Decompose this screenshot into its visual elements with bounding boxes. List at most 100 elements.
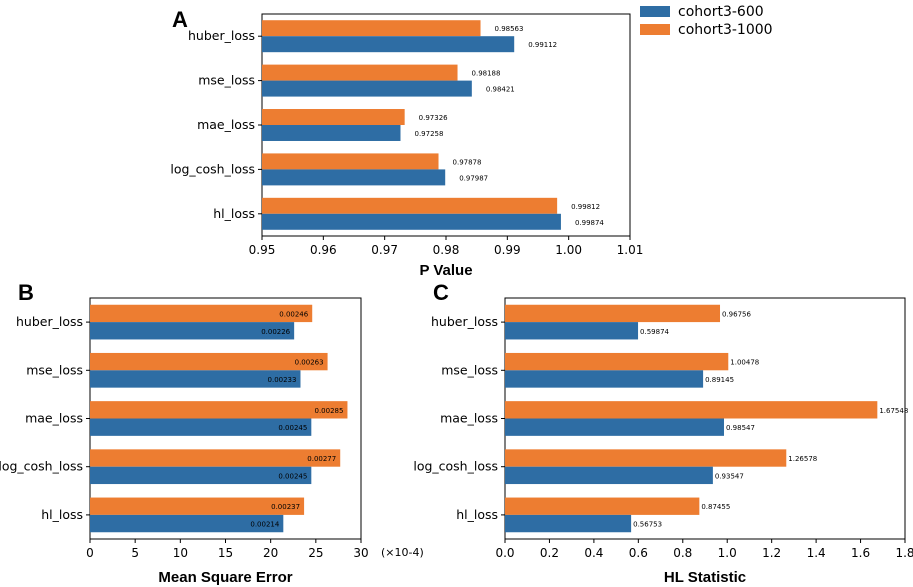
panel-b-x-tick-label: 20 (263, 546, 278, 560)
panel-a-data-label: 0.99812 (571, 203, 600, 211)
panel-a-bar-cohort3-1000 (262, 153, 439, 170)
panel-b-x-tick-label: 0 (86, 546, 94, 560)
panel-c-data-label: 1.26578 (788, 455, 817, 463)
panel-c-x-tick-label: 0.2 (540, 546, 559, 560)
panel-c-bar-cohort3-1000 (505, 352, 729, 371)
panel-letter-c: C (433, 280, 449, 305)
panel-a-x-tick-label: 1.00 (555, 243, 582, 257)
panel-b-data-label: 0.00233 (268, 376, 297, 384)
panel-a-x-tick-label: 0.97 (371, 243, 398, 257)
panel-c-x-tick-label: 1.6 (851, 546, 870, 560)
panel-c-bar-cohort3-1000 (505, 449, 787, 467)
panel-a-data-label: 0.97258 (414, 130, 443, 138)
panel-b-scale-note: (×10-4) (381, 546, 424, 559)
panel-c-category-label: huber_loss (431, 314, 498, 329)
panel-c-category-label: hl_loss (456, 507, 498, 522)
panel-b-bar-cohort3-600 (90, 466, 312, 485)
panel-a-category-label: hl_loss (213, 206, 255, 221)
legend-swatch-cohort3-600 (640, 6, 670, 17)
panel-c-bar-cohort3-1000 (505, 497, 700, 515)
panel-letter-b: B (18, 280, 34, 305)
panel-c-bar-cohort3-600 (505, 418, 724, 436)
panel-b-bar-cohort3-600 (90, 514, 284, 533)
panel-b-bar-cohort3-600 (90, 322, 295, 340)
panel-b-data-label: 0.00245 (278, 424, 307, 432)
panel-a-x-tick-label: 0.96 (310, 243, 337, 257)
panel-a-data-label: 0.99112 (528, 41, 557, 49)
panel-b-bar-cohort3-600 (90, 418, 312, 436)
panel-b-data-label: 0.00226 (261, 328, 290, 336)
panel-c-category-label: mae_loss (440, 411, 498, 426)
panel-c-x-tick-label: 0.0 (495, 546, 514, 560)
panel-a-category-label: log_cosh_loss (170, 161, 255, 176)
panel-b-bar-cohort3-1000 (90, 352, 328, 371)
panel-b-category-label: mse_loss (26, 362, 83, 377)
panel-b-x-tick-label: 15 (218, 546, 233, 560)
panel-letter-a: A (172, 7, 188, 32)
panel-a-bar-cohort3-600 (262, 213, 561, 230)
panel-c-x-tick-label: 0.6 (629, 546, 648, 560)
panel-b-category-label: log_cosh_loss (0, 459, 83, 474)
panel-c-category-label: log_cosh_loss (413, 459, 498, 474)
panel-a-bar-cohort3-1000 (262, 197, 558, 214)
panel-a-x-tick-label: 0.95 (249, 243, 276, 257)
panel-a-bar-cohort3-600 (262, 36, 515, 53)
panel-b-data-label: 0.00277 (307, 455, 336, 463)
panel-b-bar-cohort3-1000 (90, 497, 305, 515)
panel-c-data-label: 0.59874 (640, 328, 669, 336)
panel-a-bar-cohort3-1000 (262, 64, 458, 81)
panel-c-x-tick-label: 0.4 (584, 546, 603, 560)
panel-c-data-label: 0.89145 (705, 376, 734, 384)
panel-b-data-label: 0.00214 (250, 521, 279, 529)
panel-b-bar-cohort3-600 (90, 370, 301, 388)
panel-c-x-tick-label: 1.0 (718, 546, 737, 560)
panel-a-bar-cohort3-1000 (262, 109, 405, 125)
panel-c-bar-cohort3-600 (505, 322, 639, 340)
panel-b-bar-cohort3-1000 (90, 449, 341, 467)
panel-b-data-label: 0.00245 (278, 472, 307, 480)
panel-c-x-tick-label: 0.8 (673, 546, 692, 560)
panel-b-bar-cohort3-1000 (90, 401, 348, 419)
panel-b-data-label: 0.00263 (295, 359, 324, 367)
panel-c-bar-cohort3-1000 (505, 401, 878, 419)
panel-b-category-label: hl_loss (41, 507, 83, 522)
panel-c-x-tick-label: 1.4 (807, 546, 826, 560)
panel-c-data-label: 0.93547 (715, 472, 744, 480)
panel-a-x-tick-label: 0.99 (494, 243, 521, 257)
panel-a-x-tick-label: 1.01 (617, 243, 644, 257)
panel-c-category-label: mse_loss (441, 362, 498, 377)
legend-label-cohort3-1000: cohort3-1000 (678, 22, 773, 38)
panel-a-bar-cohort3-600 (262, 80, 472, 97)
legend-label-cohort3-600: cohort3-600 (678, 4, 764, 20)
panel-a-x-axis-label: P Value (419, 262, 472, 279)
panel-b-x-tick-label: 10 (173, 546, 188, 560)
panel-a-data-label: 0.99874 (575, 219, 604, 227)
panel-c-bar-cohort3-600 (505, 514, 632, 533)
panel-c-data-label: 0.87455 (701, 503, 730, 511)
panel-a-category-label: huber_loss (188, 28, 255, 43)
panel-a-data-label: 0.97987 (459, 174, 488, 182)
panel-a-chart: 0.95 0.96 0.97 0.98 0.99 1.00 1.01 P Value huber… (170, 13, 644, 279)
panel-c-x-tick-label: 1.8 (895, 546, 913, 560)
panel-a-data-label: 0.97878 (453, 158, 482, 166)
panel-b-x-tick-label: 25 (308, 546, 323, 560)
panel-c-chart: 0.0 0.2 0.4 0.6 0.8 1.0 1.2 1.4 1.6 1.8 HL Statist… (413, 297, 913, 586)
legend: cohort3-600 cohort3-1000 (640, 4, 773, 38)
panel-b-x-tick-label: 30 (353, 546, 368, 560)
panel-c-data-label: 0.96756 (722, 310, 751, 318)
panel-b-data-label: 0.00285 (314, 407, 343, 415)
panel-b-data-label: 0.00246 (279, 310, 308, 318)
legend-swatch-cohort3-1000 (640, 24, 670, 35)
panel-b-data-label: 0.00237 (271, 503, 300, 511)
panel-c-x-axis-label: HL Statistic (664, 569, 746, 586)
panel-c-data-label: 1.67548 (879, 407, 908, 415)
panel-a-category-label: mse_loss (198, 73, 255, 88)
panel-a-bar-cohort3-600 (262, 169, 446, 186)
panel-c-data-label: 0.56753 (633, 521, 662, 529)
panel-b-x-tick-label: 5 (131, 546, 139, 560)
panel-b-category-label: mae_loss (25, 411, 83, 426)
panel-a-data-label: 0.98188 (472, 70, 501, 78)
panel-a-data-label: 0.97326 (419, 114, 448, 122)
panel-b-x-axis-label: Mean Square Error (158, 569, 292, 586)
